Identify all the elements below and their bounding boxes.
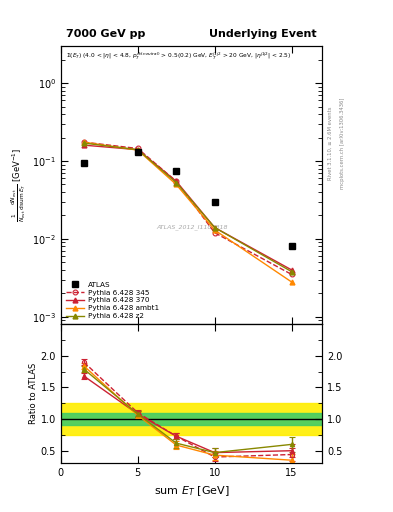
Text: ATLAS_2012_I1183818: ATLAS_2012_I1183818 [156, 224, 227, 230]
Text: Rivet 3.1.10, ≥ 2.6M events: Rivet 3.1.10, ≥ 2.6M events [328, 106, 333, 180]
Legend: ATLAS, Pythia 6.428 345, Pythia 6.428 370, Pythia 6.428 ambt1, Pythia 6.428 z2: ATLAS, Pythia 6.428 345, Pythia 6.428 37… [64, 280, 160, 321]
Text: Underlying Event: Underlying Event [209, 29, 317, 39]
Text: 7000 GeV pp: 7000 GeV pp [66, 29, 145, 39]
Text: $\Sigma(E_T)$ (4.0 < |$\eta$| < 4.8, $p_T^{ch(neutral)}$ > 0.5(0.2) GeV, $E_T^{j: $\Sigma(E_T)$ (4.0 < |$\eta$| < 4.8, $p_… [66, 50, 292, 61]
X-axis label: sum $E_T$ [GeV]: sum $E_T$ [GeV] [154, 484, 230, 498]
Y-axis label: Ratio to ATLAS: Ratio to ATLAS [29, 363, 38, 424]
Text: mcplots.cern.ch [arXiv:1306.3436]: mcplots.cern.ch [arXiv:1306.3436] [340, 98, 345, 189]
Y-axis label: $\frac{1}{N_{\rm evt}}\frac{{\rm d}N_{\rm evt}}{{\rm d\,sum}\,E_T}$ [GeV$^{-1}$]: $\frac{1}{N_{\rm evt}}\frac{{\rm d}N_{\r… [9, 148, 28, 222]
